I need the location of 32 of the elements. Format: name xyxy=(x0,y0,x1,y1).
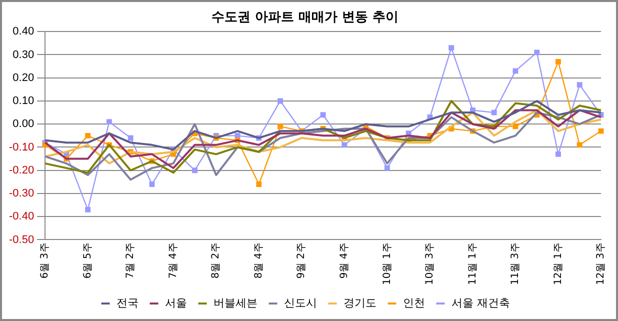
legend-label: 서울 재건축 xyxy=(452,296,510,310)
legend-label: 버블세븐 xyxy=(214,296,258,310)
x-tick-label: 11월 3주 xyxy=(510,242,522,285)
y-tick-label: -0.10 xyxy=(8,141,34,154)
x-tick-label: 7월 2주 xyxy=(125,242,136,279)
y-tick-label: 0.40 xyxy=(12,26,34,38)
chart-title: 수도권 아파트 매매가 변동 추이 xyxy=(211,10,399,26)
y-tick-label: -0.20 xyxy=(8,164,34,176)
x-tick-label: 9월 4주 xyxy=(339,242,350,279)
x-tick-label: 9월 2주 xyxy=(296,242,308,279)
legend-label: 경기도 xyxy=(344,296,376,310)
y-tick-label: -0.40 xyxy=(8,210,34,223)
y-tick-label: -0.30 xyxy=(8,188,34,200)
x-tick-label: 10월 1주 xyxy=(382,242,393,285)
x-tick-label: 6월 5주 xyxy=(82,242,94,279)
x-tick-label: 12월 3주 xyxy=(596,242,607,285)
x-tick-label: 7월 4주 xyxy=(168,242,179,279)
y-tick-label: -0.50 xyxy=(8,234,34,246)
legend-label: 신도시 xyxy=(284,296,317,310)
legend-label: 인천 xyxy=(403,296,425,310)
x-tick-label: 8월 2주 xyxy=(210,242,222,279)
y-tick-label: 0.00 xyxy=(12,118,34,130)
y-tick-label: 0.30 xyxy=(12,48,34,61)
x-tick-label: 11월 1주 xyxy=(467,242,478,285)
y-tick-label: 0.10 xyxy=(12,95,34,108)
legend-label: 서울 xyxy=(165,296,187,310)
x-tick-label: 10월 3주 xyxy=(424,242,436,285)
x-tick-label: 8월 4주 xyxy=(253,242,264,279)
y-tick-label: 0.20 xyxy=(12,72,34,84)
legend-label: 전국 xyxy=(116,296,138,310)
x-tick-label: 12월 1주 xyxy=(552,242,564,285)
x-tick-label: 6월 3주 xyxy=(40,242,51,279)
